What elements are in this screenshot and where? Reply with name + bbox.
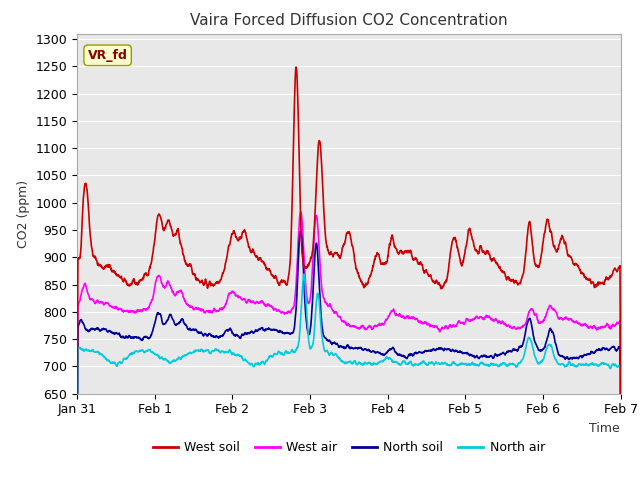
Title: Vaira Forced Diffusion CO2 Concentration: Vaira Forced Diffusion CO2 Concentration — [190, 13, 508, 28]
Legend: West soil, West air, North soil, North air: West soil, West air, North soil, North a… — [148, 436, 550, 459]
X-axis label: Time: Time — [589, 422, 620, 435]
Text: VR_fd: VR_fd — [88, 49, 127, 62]
Y-axis label: CO2 (ppm): CO2 (ppm) — [17, 180, 29, 248]
